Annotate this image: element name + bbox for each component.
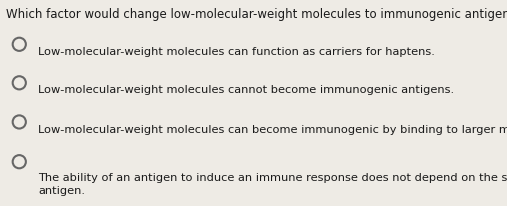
Text: The ability of an antigen to induce an immune response does not depend on the si: The ability of an antigen to induce an i… [38, 173, 507, 196]
Text: Which factor would change low-molecular-weight molecules to immunogenic antigens: Which factor would change low-molecular-… [6, 8, 507, 21]
Text: Low-molecular-weight molecules can become immunogenic by binding to larger molec: Low-molecular-weight molecules can becom… [38, 125, 507, 135]
Text: Low-molecular-weight molecules cannot become immunogenic antigens.: Low-molecular-weight molecules cannot be… [38, 85, 454, 96]
Text: Low-molecular-weight molecules can function as carriers for haptens.: Low-molecular-weight molecules can funct… [38, 47, 435, 57]
